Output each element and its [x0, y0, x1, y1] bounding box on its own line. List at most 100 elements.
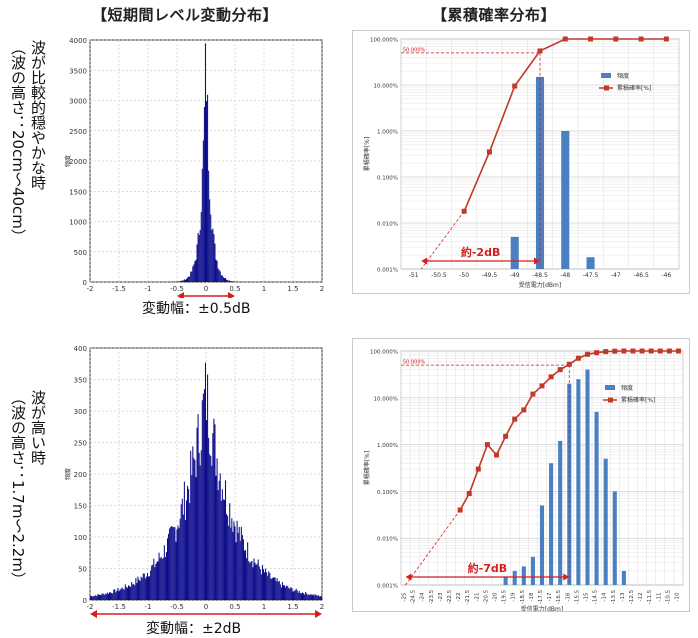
histogram-bar — [118, 591, 119, 600]
histogram-bar — [210, 215, 211, 282]
histogram-bar — [289, 589, 290, 600]
histogram-bar — [206, 420, 207, 600]
histogram-bar — [240, 541, 241, 600]
histogram-bar — [133, 584, 134, 600]
histogram-bar — [314, 595, 315, 600]
histogram-bar — [250, 562, 251, 600]
histogram-bar — [151, 566, 152, 600]
histogram-bar — [167, 538, 168, 600]
y-tick-label: 500 — [74, 249, 87, 257]
row-label-calm: 波が比較的穏やかな時 （波の高さ：20cm～40cm） — [8, 40, 48, 300]
histogram-bar — [165, 557, 166, 600]
x-tick-label: -1.5 — [112, 285, 126, 293]
histogram-bar — [214, 424, 215, 600]
histogram-bar — [159, 553, 160, 600]
histogram-bar — [241, 527, 242, 600]
x-tick-label: 0.5 — [229, 603, 240, 611]
histogram-bar — [278, 582, 279, 600]
histogram-bar — [219, 270, 220, 282]
histogram-bar — [198, 233, 199, 282]
histogram-bar — [90, 596, 91, 600]
x-tick-label: 2 — [320, 603, 324, 611]
histogram-bar — [208, 438, 209, 600]
x-tick-label: -23 — [438, 592, 444, 601]
histogram-bar — [197, 244, 198, 282]
histogram-bar — [129, 586, 130, 600]
histogram-bar — [320, 596, 321, 600]
histogram-bar — [258, 559, 259, 600]
histogram-bar — [93, 596, 94, 600]
legend-label-frequency: 頻度 — [617, 72, 629, 80]
histogram-bar — [107, 593, 108, 600]
cumulative-marker — [467, 491, 472, 496]
histogram-bar — [188, 277, 189, 282]
cumulative-marker — [621, 349, 626, 354]
histogram-bar — [298, 593, 299, 600]
histogram-bar — [268, 571, 269, 600]
histogram-bar — [185, 520, 186, 600]
histogram-bar — [285, 587, 286, 600]
histogram-bar — [265, 569, 266, 600]
cumulative-marker — [549, 374, 554, 379]
histogram-bar — [209, 454, 210, 600]
histogram-bar — [208, 171, 209, 282]
y-axis-label: 頻度 — [64, 155, 72, 167]
histogram-bar — [134, 585, 135, 600]
histogram-bar — [222, 489, 223, 600]
histogram-bar — [147, 573, 148, 600]
histogram-bar — [207, 95, 208, 282]
histogram-bar — [221, 501, 222, 600]
histogram-bar — [184, 482, 185, 600]
histogram-bar — [215, 476, 216, 600]
histogram-bar — [217, 261, 218, 282]
x-tick-label: -0.5 — [170, 603, 184, 611]
histogram-bar — [202, 169, 203, 282]
histogram-bar — [117, 588, 118, 600]
legend-swatch-cumulative-marker — [608, 398, 613, 403]
histogram-bar — [245, 550, 246, 600]
histogram-bar — [150, 570, 151, 600]
x-tick-label: -47.5 — [583, 272, 599, 279]
histogram-bar — [318, 595, 319, 600]
histogram-bar — [205, 43, 206, 282]
histogram-bar — [288, 588, 289, 600]
histogram-bar — [94, 596, 95, 600]
row-label-rough-line1: 波が高い時 — [29, 390, 47, 465]
y-tick-label: 2500 — [69, 128, 87, 136]
histogram-bar — [164, 545, 165, 600]
histogram-bar — [160, 558, 161, 600]
histogram-bar — [233, 281, 234, 282]
histogram-bar — [140, 581, 141, 600]
histogram-bar — [182, 280, 183, 282]
x-tick-label: -48.5 — [532, 272, 548, 279]
y-tick-label: 0.001% — [377, 268, 398, 274]
cumulative-marker — [603, 349, 608, 354]
fifty-percent-label: 50.000% — [403, 47, 425, 53]
histogram-bar — [155, 564, 156, 600]
histogram-bar — [106, 594, 107, 600]
histogram-bar — [207, 375, 208, 600]
histogram-bar — [148, 577, 149, 600]
histogram-bar — [123, 589, 124, 600]
histogram-bar — [105, 594, 106, 600]
histogram-bar — [256, 565, 257, 600]
range-label-calm: 変動幅：±0.5dB — [140, 298, 253, 318]
y-tick-label: 10.000% — [374, 84, 398, 90]
histogram-bar — [178, 526, 179, 600]
legend-swatch-frequency — [601, 73, 611, 78]
histogram-bar — [213, 234, 214, 282]
y-tick-label: 100.000% — [370, 350, 398, 356]
x-tick-label: 1.5 — [287, 285, 298, 293]
histogram-calm-chart: 05001000150020002500300035004000-2-1.5-1… — [50, 30, 330, 298]
histogram-bar — [109, 592, 110, 600]
histogram-bar — [203, 394, 204, 600]
x-tick-label: -18.5 — [520, 589, 526, 604]
histogram-bar — [219, 481, 220, 600]
histogram-bar — [194, 261, 195, 282]
histogram-bar — [203, 140, 204, 282]
histogram-bar — [154, 567, 155, 600]
cumulative-marker — [540, 383, 545, 388]
histogram-bar — [197, 428, 198, 600]
histogram-bar — [195, 260, 196, 282]
